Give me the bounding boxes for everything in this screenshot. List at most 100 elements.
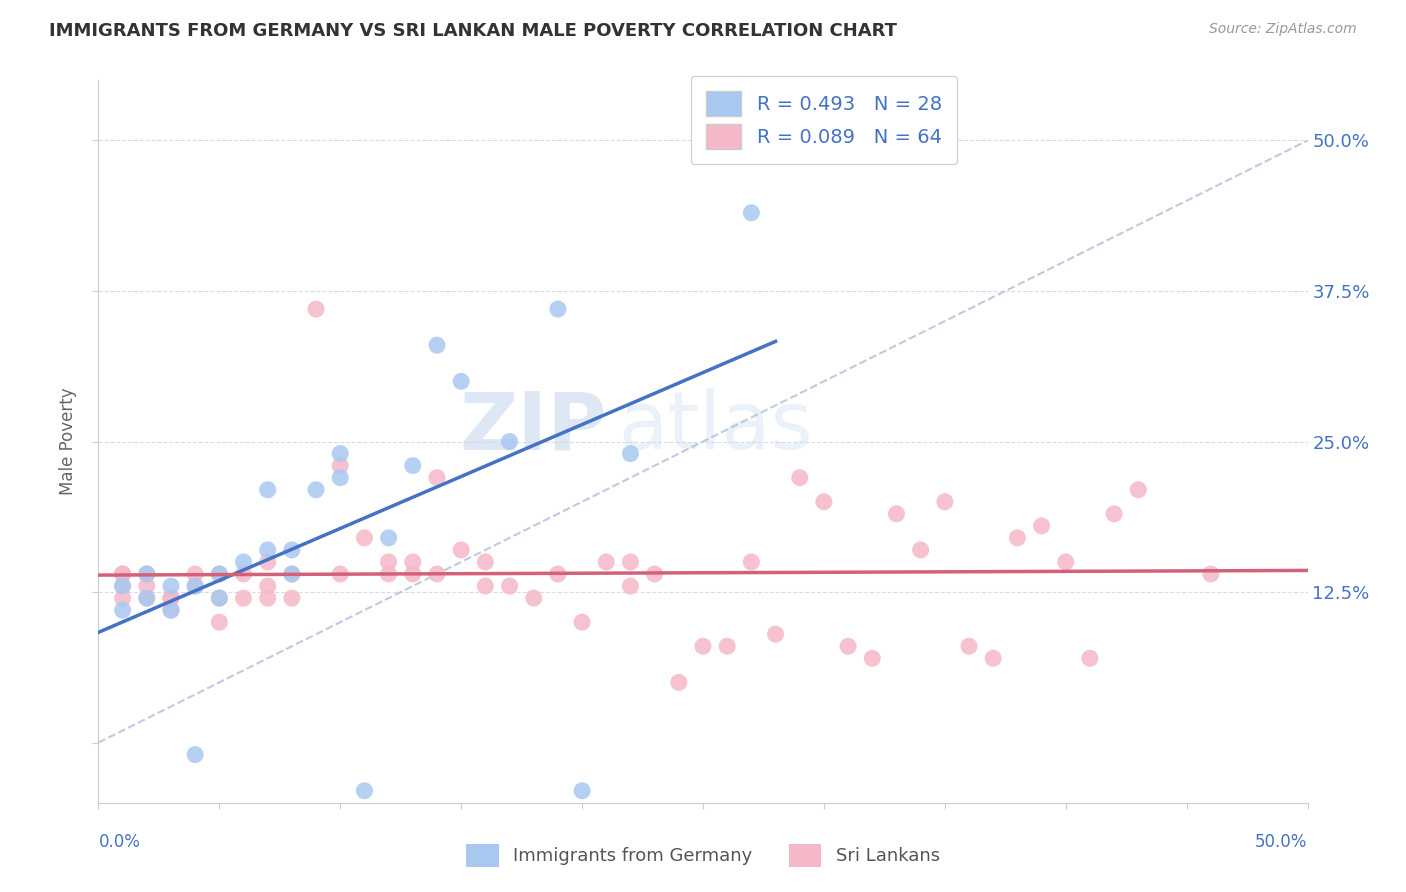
Point [619, 555, 641, 569]
Point [426, 338, 449, 352]
Point [474, 555, 496, 569]
Point [402, 458, 425, 473]
Point [716, 639, 738, 653]
Point [208, 567, 231, 582]
Point [957, 639, 980, 653]
Point [256, 483, 278, 497]
Point [1102, 507, 1125, 521]
Point [934, 494, 956, 508]
Point [377, 567, 399, 582]
Point [184, 579, 207, 593]
Point [256, 542, 278, 557]
Point [1031, 519, 1053, 533]
Point [547, 567, 569, 582]
Point [644, 567, 666, 582]
Point [135, 591, 157, 606]
Point [450, 542, 472, 557]
Point [184, 579, 207, 593]
Point [789, 471, 811, 485]
Point [498, 579, 520, 593]
Point [619, 579, 641, 593]
Point [135, 567, 157, 582]
Point [837, 639, 859, 653]
Point [886, 507, 908, 521]
Point [813, 494, 835, 508]
Point [1199, 567, 1222, 582]
Point [981, 651, 1004, 665]
Point [160, 591, 183, 606]
Point [111, 567, 134, 582]
Point [305, 483, 328, 497]
Point [135, 567, 157, 582]
Text: 0.0%: 0.0% [98, 833, 141, 851]
Point [160, 579, 183, 593]
Point [208, 615, 231, 630]
Point [160, 591, 183, 606]
Point [329, 447, 352, 461]
Point [740, 555, 762, 569]
Point [281, 567, 304, 582]
Point [135, 579, 157, 593]
Point [111, 603, 134, 617]
Text: IMMIGRANTS FROM GERMANY VS SRI LANKAN MALE POVERTY CORRELATION CHART: IMMIGRANTS FROM GERMANY VS SRI LANKAN MA… [49, 22, 897, 40]
Point [692, 639, 714, 653]
Point [256, 555, 278, 569]
Point [329, 567, 352, 582]
Point [523, 591, 546, 606]
Point [232, 567, 254, 582]
Point [1078, 651, 1101, 665]
Point [619, 447, 641, 461]
Point [232, 591, 254, 606]
Point [1128, 483, 1150, 497]
Point [860, 651, 883, 665]
Point [765, 627, 787, 641]
Point [547, 301, 569, 317]
Point [232, 555, 254, 569]
Point [402, 555, 425, 569]
Point [498, 434, 520, 449]
Point [281, 542, 304, 557]
Point [111, 567, 134, 582]
Text: 50.0%: 50.0% [1256, 833, 1308, 851]
Point [111, 579, 134, 593]
Point [571, 784, 593, 798]
Point [281, 567, 304, 582]
Point [402, 567, 425, 582]
Text: atlas: atlas [619, 388, 813, 467]
Point [184, 567, 207, 582]
Legend: Immigrants from Germany, Sri Lankans: Immigrants from Germany, Sri Lankans [460, 837, 946, 874]
Point [426, 567, 449, 582]
Point [208, 591, 231, 606]
Point [1054, 555, 1077, 569]
Text: ZIP: ZIP [458, 388, 606, 467]
Point [160, 603, 183, 617]
Point [377, 555, 399, 569]
Point [329, 471, 352, 485]
Point [377, 531, 399, 545]
Point [208, 567, 231, 582]
Text: Source: ZipAtlas.com: Source: ZipAtlas.com [1209, 22, 1357, 37]
Point [595, 555, 617, 569]
Point [184, 747, 207, 762]
Point [1007, 531, 1029, 545]
Point [111, 591, 134, 606]
Point [329, 458, 352, 473]
Point [281, 591, 304, 606]
Point [450, 375, 472, 389]
Point [160, 603, 183, 617]
Point [305, 301, 328, 317]
Point [208, 591, 231, 606]
Point [571, 615, 593, 630]
Point [135, 591, 157, 606]
Y-axis label: Male Poverty: Male Poverty [59, 388, 77, 495]
Point [353, 784, 375, 798]
Point [353, 531, 375, 545]
Point [474, 579, 496, 593]
Point [668, 675, 690, 690]
Point [256, 579, 278, 593]
Point [740, 205, 762, 219]
Legend: R = 0.493   N = 28, R = 0.089   N = 64: R = 0.493 N = 28, R = 0.089 N = 64 [690, 76, 957, 164]
Point [111, 579, 134, 593]
Point [426, 471, 449, 485]
Point [910, 542, 932, 557]
